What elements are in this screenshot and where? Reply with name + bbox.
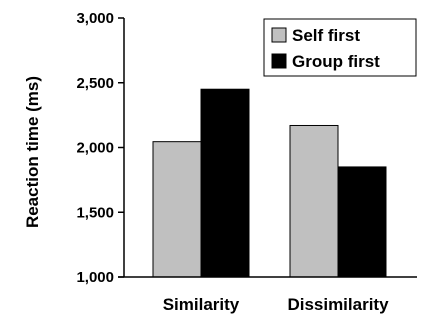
x-category-label: Similarity bbox=[163, 295, 240, 314]
bar-group-first-dissimilarity bbox=[337, 166, 387, 278]
y-tick-label: 1,000 bbox=[76, 269, 114, 286]
bars bbox=[152, 88, 387, 278]
legend-label-self-first: Self first bbox=[292, 26, 360, 45]
x-category-label: Dissimilarity bbox=[287, 295, 389, 314]
x-axis-labels: Similarity Dissimilarity bbox=[163, 295, 389, 314]
y-axis-title: Reaction time (ms) bbox=[23, 76, 42, 228]
y-tick-label: 3,000 bbox=[76, 10, 114, 27]
legend-label-group-first: Group first bbox=[292, 52, 380, 71]
y-axis-ticks: 1,000 1,500 2,000 2,500 3,000 bbox=[76, 10, 124, 286]
y-tick-label: 2,500 bbox=[76, 75, 114, 92]
bar-group-first-similarity bbox=[200, 88, 250, 278]
bar-self-first-dissimilarity bbox=[289, 124, 339, 278]
y-tick-label: 2,000 bbox=[76, 140, 114, 157]
legend-swatch-group-first bbox=[271, 53, 287, 69]
legend-frame bbox=[263, 18, 417, 77]
bar-self-first-similarity bbox=[152, 141, 202, 278]
y-tick-label: 1,500 bbox=[76, 204, 114, 221]
legend-swatch-self-first bbox=[271, 27, 287, 43]
legend: Self first Group first bbox=[263, 18, 417, 77]
